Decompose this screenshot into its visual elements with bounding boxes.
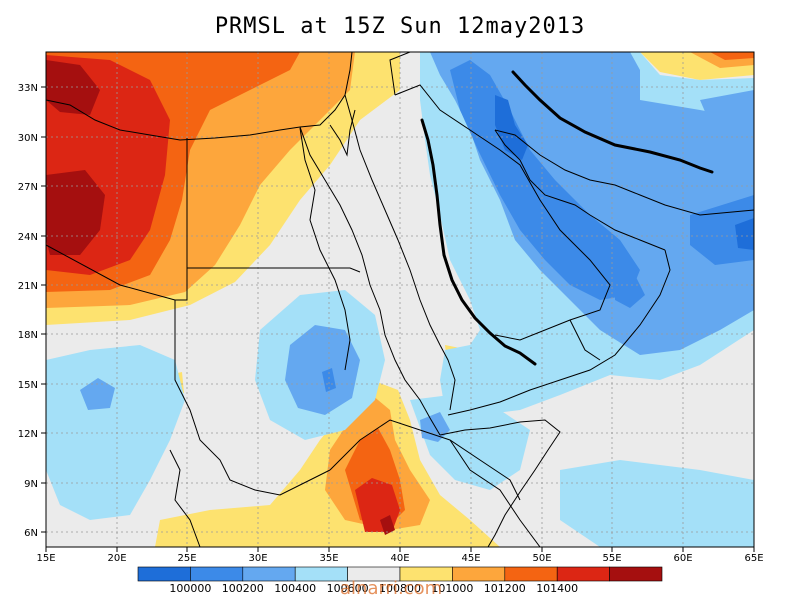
lat-tick-label: 30N [18, 133, 38, 144]
border-iraq-iran [389, 52, 411, 96]
legend-label: 100000 [169, 582, 211, 595]
lake-victoria-region [169, 449, 201, 547]
lon-tick-label: 20E [107, 553, 126, 564]
lon-tick-label: 45E [461, 553, 480, 564]
border-somalia [449, 439, 541, 547]
field-darkblue-center [322, 368, 336, 392]
legend-label: 101000 [431, 582, 473, 595]
legend-label: 101200 [484, 582, 526, 595]
field-darkred-south [380, 515, 395, 535]
field-blue-ne [700, 90, 754, 135]
latitude-axis: 33N 30N 27N 24N 21N 18N 15N 12N 9N 6N [18, 83, 46, 539]
lat-tick-label: 21N [18, 281, 38, 292]
lon-tick-label: 30E [248, 553, 267, 564]
trough-line-iran [511, 70, 714, 174]
field-darkred-west [46, 170, 105, 255]
border-saudi [394, 84, 611, 341]
iran-coast [494, 129, 754, 216]
field-darkblue-oman [615, 275, 645, 308]
mediterranean-coast [46, 52, 353, 141]
border-libya-egypt [175, 138, 188, 301]
legend-swatch [137, 566, 191, 582]
trough-line-red-sea [420, 118, 537, 366]
red-sea-west-coast [299, 126, 441, 436]
legend-label: 100400 [274, 582, 316, 595]
map-title: PRMSL at 15Z Sun 12may2013 [214, 14, 586, 39]
lat-tick-label: 6N [24, 528, 38, 539]
lat-tick-label: 9N [24, 479, 38, 490]
lon-tick-label: 40E [390, 553, 409, 564]
border-sudan [174, 300, 331, 496]
lat-tick-label: 12N [18, 429, 38, 440]
field-cyan-se [560, 460, 754, 547]
horn-africa-coast [439, 419, 561, 547]
grid-lines [46, 52, 754, 547]
border-ethiopia [329, 419, 521, 501]
legend-label: 100200 [222, 582, 264, 595]
red-sea-east-coast [344, 94, 456, 411]
field-blue-center [285, 325, 360, 415]
field-cyan-southwest [46, 345, 185, 520]
legend-swatch [556, 566, 610, 582]
legend-swatch [504, 566, 558, 582]
border-libya-chad [46, 244, 176, 301]
legend-swatch [452, 566, 506, 582]
lon-tick-label: 35E [319, 553, 338, 564]
watermark-text: alnarri.com [340, 578, 443, 599]
arabian-south-coast [447, 249, 671, 416]
lon-tick-label: 15E [36, 553, 55, 564]
lat-tick-label: 33N [18, 83, 38, 94]
border-egypt-sudan [187, 267, 361, 273]
field-darkred-north [46, 60, 100, 115]
lon-tick-label: 25E [177, 553, 196, 564]
field-deepblue-north [495, 95, 528, 160]
legend-swatch [609, 566, 663, 582]
field-deepblue-east [735, 218, 754, 250]
field-blue-west [80, 378, 115, 410]
legend-label: 100600 [327, 582, 369, 595]
lon-tick-label: 65E [744, 553, 763, 564]
nile-river [299, 127, 351, 371]
sinai-gulfs [329, 109, 356, 157]
legend-swatch [242, 566, 296, 582]
lat-tick-label: 27N [18, 182, 38, 193]
analysis-lines [420, 70, 714, 366]
gulf-coast [494, 129, 666, 251]
lon-tick-label: 50E [532, 553, 551, 564]
legend-label: 101400 [536, 582, 578, 595]
lat-tick-label: 18N [18, 330, 38, 341]
lat-tick-label: 15N [18, 380, 38, 391]
border-yemen-oman [569, 319, 601, 361]
legend-swatch [190, 566, 244, 582]
lon-tick-label: 60E [673, 553, 692, 564]
longitude-axis: 15E 20E 25E 30E 35E 40E 45E 50E 55E 60E … [36, 547, 764, 564]
field-redorange-ne [710, 52, 754, 60]
lon-tick-label: 55E [602, 553, 621, 564]
legend-label: 100800 [379, 582, 421, 595]
lat-tick-label: 24N [18, 232, 38, 243]
color-legend: 100000 100200 100400 100600 100800 101000 1012… [137, 566, 663, 595]
coastlines-borders [46, 52, 754, 547]
